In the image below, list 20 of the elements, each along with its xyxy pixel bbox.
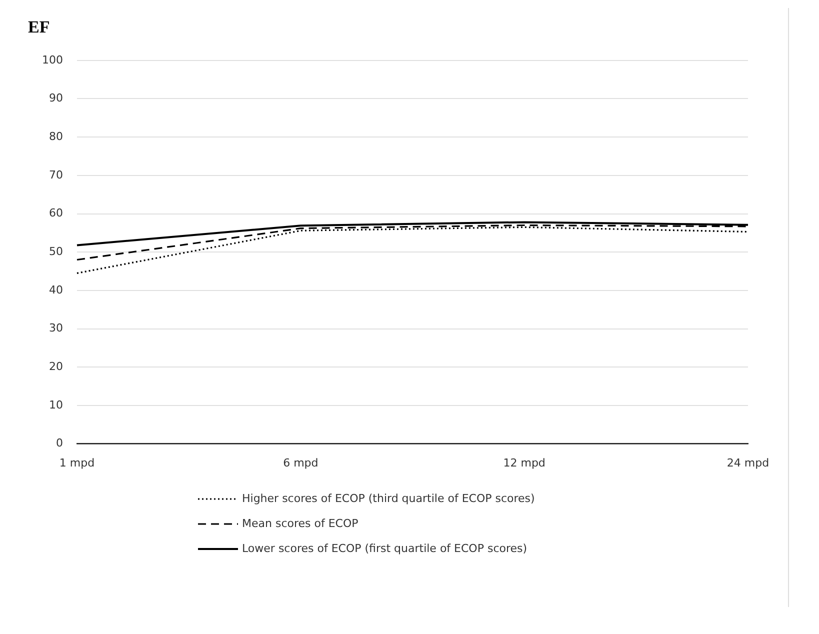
chart-title: EF: [28, 18, 50, 37]
x-tick-label: 6 mpd: [283, 456, 318, 470]
legend-label: Mean scores of ECOP: [242, 517, 358, 530]
y-tick-label: 0: [56, 436, 63, 450]
x-tick-label: 1 mpd: [59, 456, 95, 470]
y-tick-label: 90: [48, 92, 63, 105]
y-tick-label: 80: [48, 130, 63, 143]
legend-label: Lower scores of ECOP (first quartile of ECOP scores): [242, 542, 528, 555]
y-tick-label: 40: [48, 283, 63, 296]
y-tick-label: 10: [48, 398, 63, 412]
legend-label: Higher scores of ECOP (third quartile of ECOP scores): [242, 492, 535, 505]
x-tick-label: 12 mpd: [503, 456, 546, 470]
y-tick-label: 100: [42, 53, 63, 66]
x-tick-label: 24 mpd: [726, 456, 770, 470]
y-tick-label: 20: [48, 360, 63, 373]
y-tick-label: 50: [48, 244, 63, 258]
y-tick-label: 60: [48, 206, 63, 220]
line-series: [76, 226, 749, 274]
y-tick-label: 70: [48, 168, 63, 182]
y-tick-label: 30: [48, 322, 63, 335]
